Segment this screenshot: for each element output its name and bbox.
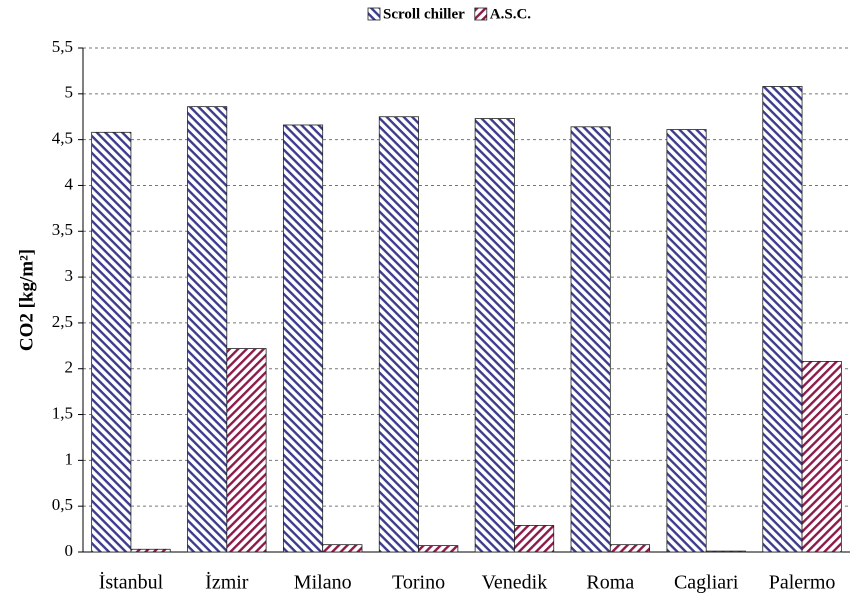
bar (801, 360, 842, 553)
bar (226, 348, 267, 553)
bar (705, 550, 746, 553)
x-tick-label: Milano (294, 572, 352, 594)
x-tick-label: Palermo (769, 572, 836, 594)
legend-label: Scroll chiller (383, 6, 465, 22)
bar (282, 124, 324, 553)
y-tick-label: 0 (65, 541, 74, 560)
y-tick-label: 5,5 (52, 37, 73, 56)
x-tick-label: Cagliari (674, 572, 739, 594)
y-tick-label: 4,5 (52, 129, 73, 148)
legend-swatch (474, 7, 488, 21)
bar (130, 548, 171, 553)
bar (474, 118, 515, 553)
y-axis-label: CO2 [kg/m²] (16, 249, 37, 351)
bar (378, 116, 419, 553)
y-tick-label: 3,5 (52, 220, 73, 239)
y-tick-label: 2,5 (52, 312, 73, 331)
legend-swatch (367, 7, 381, 21)
x-tick-label: Torino (392, 572, 445, 594)
bar (418, 545, 459, 553)
y-tick-label: 2 (65, 358, 74, 377)
x-tick-label: Roma (586, 572, 634, 594)
x-tick-label: İstanbul (99, 571, 164, 594)
bar (666, 129, 707, 553)
y-tick-label: 3 (65, 266, 74, 285)
bar (322, 544, 363, 553)
y-tick-label: 1,5 (52, 403, 73, 422)
bar (762, 86, 803, 553)
bar (514, 525, 555, 553)
y-tick-label: 0,5 (52, 495, 73, 514)
bar (570, 126, 611, 553)
bar (91, 131, 132, 553)
x-tick-label: İzmir (205, 571, 249, 594)
y-tick-label: 1 (65, 449, 74, 468)
y-tick-label: 4 (65, 174, 74, 193)
x-tick-label: Venedik (482, 572, 548, 594)
legend-label: A.S.C. (490, 6, 532, 22)
bar (187, 106, 228, 553)
y-tick-label: 5 (65, 83, 74, 102)
bar (609, 544, 651, 553)
